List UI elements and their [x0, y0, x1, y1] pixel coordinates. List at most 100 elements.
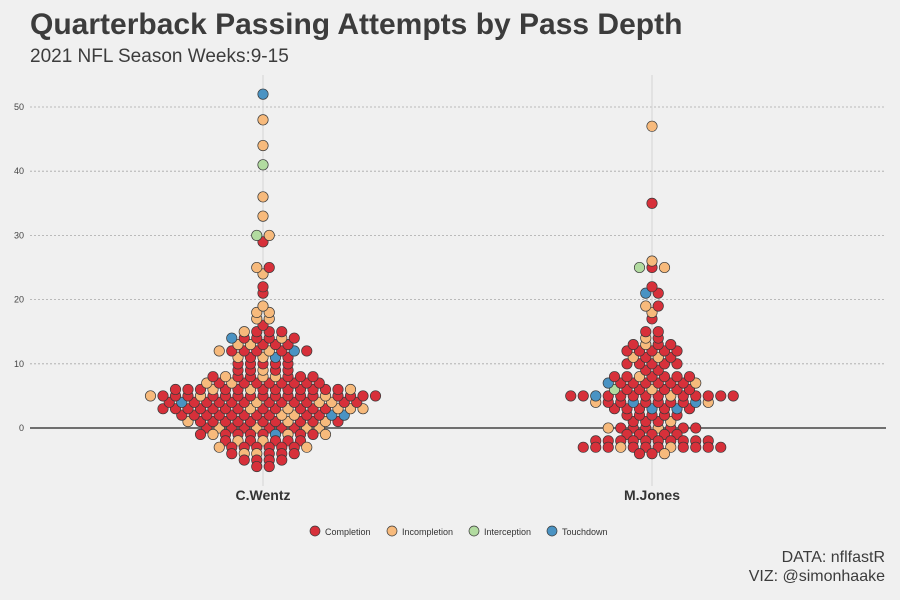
data-point [257, 281, 269, 293]
data-point [257, 88, 269, 100]
data-point [646, 448, 658, 460]
data-point [257, 159, 269, 171]
data-point [257, 300, 269, 312]
y-tick-label: 20 [14, 295, 24, 305]
data-point [590, 390, 602, 402]
data-point [646, 197, 658, 209]
data-point [307, 371, 319, 383]
data-point [226, 448, 238, 460]
data-point [219, 371, 232, 383]
data-point [301, 441, 313, 453]
data-point [332, 383, 344, 396]
data-point [590, 441, 602, 453]
data-point [276, 326, 288, 338]
data-point [608, 371, 621, 383]
data-point [652, 300, 664, 312]
data-point [640, 326, 652, 338]
data-point [207, 428, 219, 440]
y-axis: 0 10 20 30 40 50 [14, 102, 24, 433]
data-point [702, 390, 714, 402]
legend-swatch [468, 525, 480, 537]
data-point [658, 261, 671, 274]
data-points [144, 88, 739, 473]
data-point [213, 345, 225, 357]
data-point [715, 390, 727, 402]
chart-subtitle: 2021 NFL Season Weeks:9-15 [30, 46, 289, 67]
data-point [319, 428, 332, 440]
legend-label: Completion [325, 527, 371, 537]
data-point [257, 191, 269, 203]
data-point [627, 338, 639, 351]
data-point [257, 114, 269, 126]
data-point [169, 383, 182, 396]
data-point [602, 422, 614, 434]
data-point [207, 371, 219, 383]
data-point [369, 390, 382, 402]
data-point [683, 371, 696, 383]
data-point [213, 441, 225, 453]
x-tick-label: C.Wentz [236, 487, 291, 503]
legend-swatch [309, 525, 321, 537]
legend-swatch [386, 525, 398, 537]
data-point [633, 448, 646, 460]
data-point [288, 332, 300, 344]
data-point [658, 448, 671, 460]
data-point [263, 229, 275, 241]
data-point [690, 422, 702, 434]
data-point [565, 390, 577, 402]
y-tick-label: 10 [14, 359, 24, 369]
data-point [251, 460, 263, 473]
data-point [182, 383, 194, 396]
data-point [307, 428, 319, 440]
data-point [301, 345, 313, 357]
data-point [257, 139, 269, 152]
data-point [702, 441, 714, 453]
viz-credit: VIZ: @simonhaake [748, 568, 885, 585]
data-point [646, 281, 658, 293]
data-point [715, 441, 727, 453]
data-point [665, 338, 677, 351]
data-point [602, 441, 614, 453]
data-point [727, 390, 739, 402]
y-tick-label: 50 [14, 102, 24, 112]
data-point [621, 371, 633, 383]
data-point [633, 261, 646, 274]
data-point [640, 300, 652, 312]
gridlines [30, 75, 886, 486]
data-point [194, 428, 207, 440]
data-point [263, 261, 275, 274]
x-axis: C.Wentz M.Jones [236, 487, 681, 503]
data-point [238, 454, 250, 466]
data-point [671, 371, 683, 383]
data-point [226, 332, 238, 344]
data-point [646, 255, 658, 267]
data-point [344, 383, 357, 396]
data-point [144, 390, 157, 402]
data-point [652, 326, 664, 338]
data-credit: DATA: nflfastR [781, 549, 885, 566]
y-tick-label: 40 [14, 166, 24, 176]
data-point [615, 441, 627, 453]
data-point [577, 390, 589, 402]
data-point [646, 120, 658, 132]
x-tick-label: M.Jones [624, 487, 680, 503]
data-point [257, 210, 269, 222]
data-point [276, 454, 288, 466]
legend-label: Incompletion [402, 527, 453, 537]
data-point [690, 441, 702, 453]
data-point [677, 441, 689, 453]
data-point [238, 326, 250, 338]
data-point [294, 371, 307, 383]
legend-swatch [546, 525, 558, 537]
y-tick-label: 30 [14, 230, 24, 240]
data-point [251, 261, 263, 274]
data-point [157, 390, 169, 402]
y-tick-label: 0 [19, 423, 24, 433]
legend-label: Interception [484, 527, 531, 537]
data-point [251, 229, 263, 241]
data-point [357, 390, 369, 402]
data-point [263, 460, 275, 473]
data-point [288, 448, 300, 460]
chart-title: Quarterback Passing Attempts by Pass Dep… [30, 8, 683, 41]
